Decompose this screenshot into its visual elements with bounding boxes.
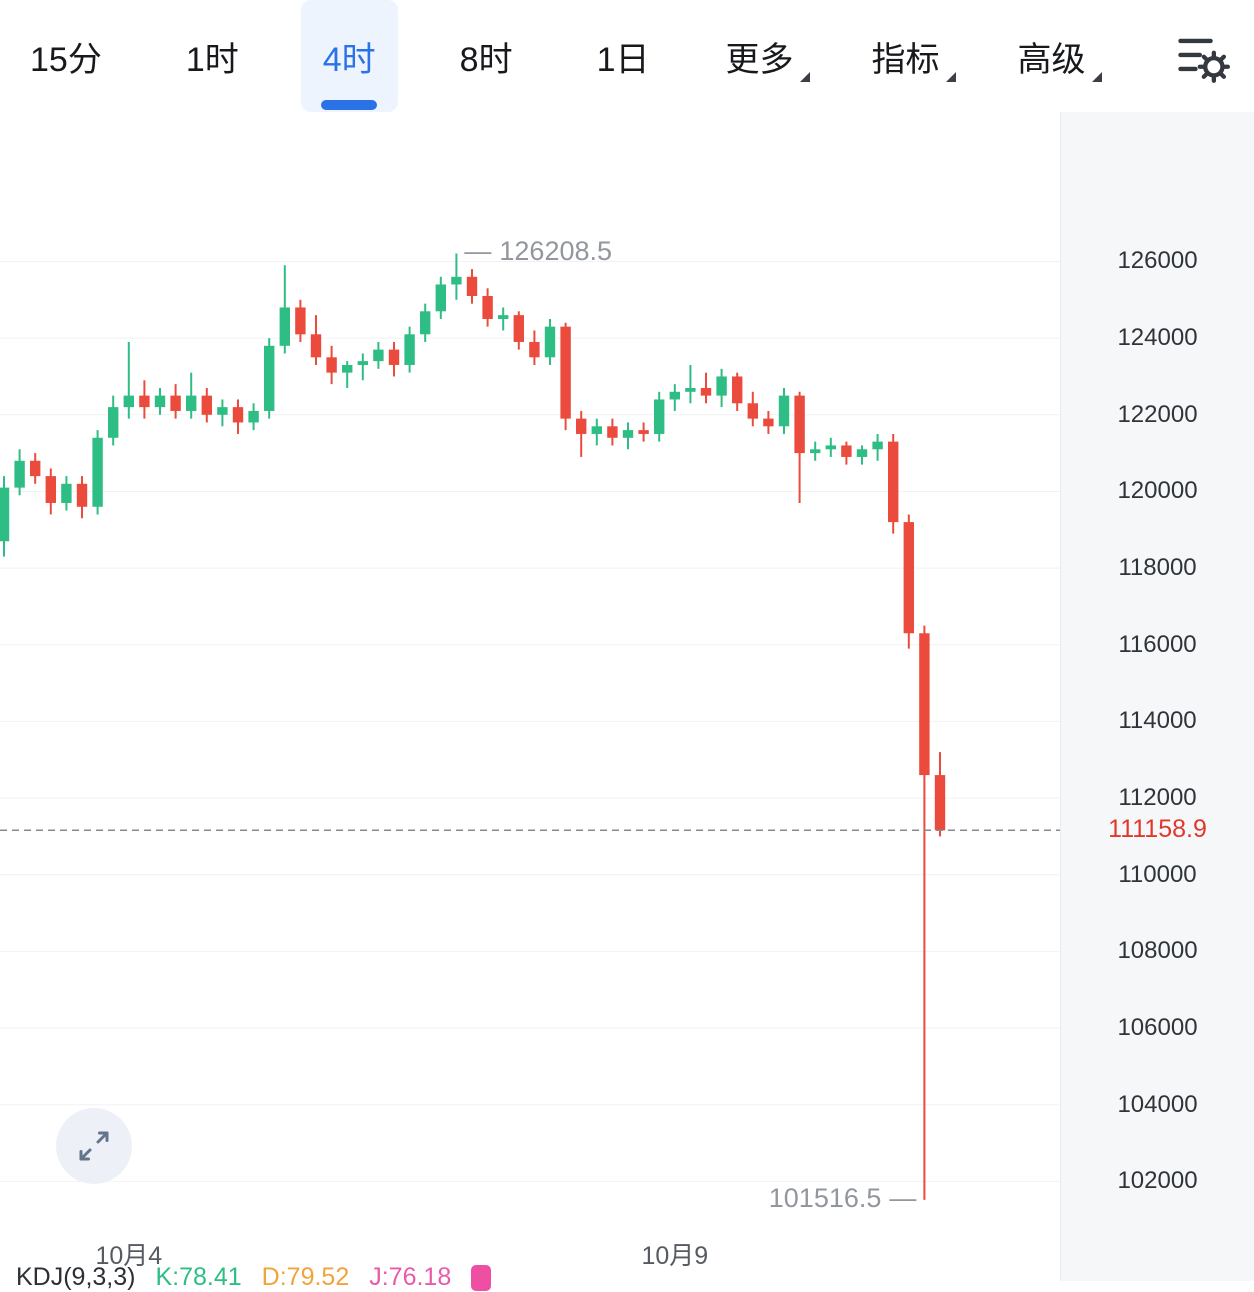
tab-1h[interactable]: 1时 xyxy=(164,0,261,112)
y-axis-label: 120000 xyxy=(1117,477,1198,505)
price-axis-panel[interactable]: 111158.9 126000 124000 122000 120000 118000 1… xyxy=(1060,112,1254,1281)
candles-canvas xyxy=(0,253,1060,1200)
y-axis-label: 118000 xyxy=(1118,554,1197,582)
x-axis-label: 10月9 xyxy=(641,1242,709,1270)
menu-more[interactable]: 更多 xyxy=(712,0,824,112)
fullscreen-expand-button[interactable] xyxy=(56,1108,132,1184)
y-axis-label: 108000 xyxy=(1117,937,1198,965)
y-axis-label: 110000 xyxy=(1118,860,1197,888)
menu-advanced-label: 高级 xyxy=(1017,40,1086,79)
menu-indicators[interactable]: 指标 xyxy=(858,0,970,112)
y-axis-label: 122000 xyxy=(1117,400,1198,428)
chevron-down-icon xyxy=(1091,72,1102,82)
candlestick-chart[interactable]: — 126208.5 101516.5 — 10月4 10月9 xyxy=(0,112,1060,1281)
kdj-indicator-row[interactable]: KDJ(9,3,3) K:78.41 D:79.52 J:76.18 xyxy=(16,1263,492,1292)
y-axis-label: 124000 xyxy=(1117,324,1198,352)
tab-1d[interactable]: 1日 xyxy=(575,0,672,112)
tab-8h[interactable]: 8时 xyxy=(438,0,535,112)
kdj-badge xyxy=(471,1264,492,1291)
tab-4h[interactable]: 4时 xyxy=(300,0,398,112)
menu-more-label: 更多 xyxy=(725,40,794,79)
kdj-d-value: D:79.52 xyxy=(261,1263,350,1291)
tab-4h-label: 4时 xyxy=(322,40,376,79)
menu-advanced[interactable]: 高级 xyxy=(1004,0,1116,112)
tab-8h-label: 8时 xyxy=(459,40,513,79)
kdj-k-value: K:78.41 xyxy=(155,1263,242,1291)
chart-settings-button[interactable] xyxy=(1174,28,1230,84)
indicator-settings-gear-icon xyxy=(1178,38,1230,83)
y-axis-label: 104000 xyxy=(1117,1090,1198,1118)
y-axis-label: 116000 xyxy=(1118,630,1197,658)
tab-1d-label: 1日 xyxy=(596,40,650,79)
y-axis-label: 126000 xyxy=(1117,247,1198,275)
expand-arrows-icon xyxy=(79,1131,109,1161)
tab-15min[interactable]: 15分 xyxy=(8,0,124,112)
y-axis-label: 114000 xyxy=(1118,707,1197,735)
menu-indicators-label: 指标 xyxy=(871,40,940,79)
y-axis-label: 112000 xyxy=(1118,784,1197,812)
tab-1h-label: 1时 xyxy=(185,40,239,79)
y-axis-label: 106000 xyxy=(1117,1014,1198,1042)
kdj-indicator-name: KDJ(9,3,3) xyxy=(16,1263,136,1291)
x-axis-label: 10月4 xyxy=(95,1242,163,1270)
y-axis-label: 102000 xyxy=(1117,1167,1198,1195)
timeframe-toolbar: 15分 1时 4时 8时 1日 更多 指标 高级 xyxy=(0,0,1254,112)
kdj-j-value: J:76.18 xyxy=(369,1263,452,1291)
current-price-tag: 111158.9 xyxy=(1108,815,1207,844)
chevron-down-icon xyxy=(799,72,810,82)
chevron-down-icon xyxy=(945,72,956,82)
tab-15min-label: 15分 xyxy=(30,40,102,79)
